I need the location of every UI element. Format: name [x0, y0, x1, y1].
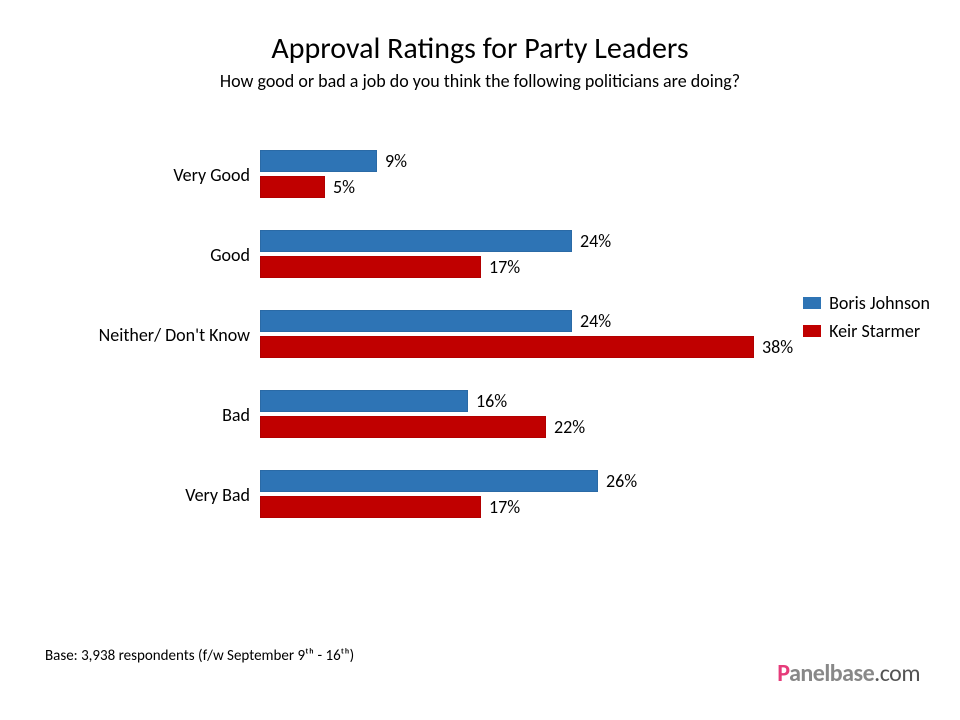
panelbase-logo: Panelbase.com [777, 659, 920, 688]
bar [260, 230, 572, 252]
bar [260, 336, 754, 358]
category-label: Good [60, 244, 250, 266]
category-row: Bad 16% 22% [60, 390, 900, 470]
legend-label: Keir Starmer [829, 320, 920, 342]
bar [260, 256, 481, 278]
approval-chart: Very Good 9% 5% Good 24% 17% Neither/ Don't Kn… [60, 140, 900, 600]
legend-item: Boris Johnson [803, 292, 930, 314]
bar-value-label: 17% [489, 496, 520, 518]
category-label: Neither/ Don't Know [60, 324, 250, 346]
chart-subtitle: How good or bad a job do you think the f… [0, 70, 960, 92]
bar-value-label: 38% [762, 336, 793, 358]
category-row: Neither/ Don't Know 24% 38% [60, 310, 900, 390]
slide: Approval Ratings for Party Leaders How g… [0, 0, 960, 720]
category-label: Bad [60, 404, 250, 426]
logo-com: .com [874, 659, 920, 688]
bar [260, 150, 377, 172]
bar [260, 176, 325, 198]
bar-value-label: 5% [333, 176, 355, 198]
legend-swatch [803, 325, 821, 337]
category-label: Very Good [60, 164, 250, 186]
bar [260, 416, 546, 438]
bar-value-label: 17% [489, 256, 520, 278]
legend-label: Boris Johnson [829, 292, 930, 314]
chart-title: Approval Ratings for Party Leaders [0, 30, 960, 67]
bar-value-label: 24% [580, 310, 611, 332]
legend: Boris Johnson Keir Starmer [803, 286, 930, 348]
bar-value-label: 24% [580, 230, 611, 252]
category-row: Good 24% 17% [60, 230, 900, 310]
bar-value-label: 26% [606, 470, 637, 492]
legend-item: Keir Starmer [803, 320, 930, 342]
category-row: Very Good 9% 5% [60, 150, 900, 230]
logo-text: anelbase [789, 659, 874, 688]
category-row: Very Bad 26% 17% [60, 470, 900, 550]
bar [260, 496, 481, 518]
bar-value-label: 16% [476, 390, 507, 412]
logo-p: P [777, 659, 789, 688]
legend-swatch [803, 297, 821, 309]
bar [260, 310, 572, 332]
bar-value-label: 22% [554, 416, 585, 438]
bar [260, 390, 468, 412]
bar-value-label: 9% [385, 150, 407, 172]
category-label: Very Bad [60, 484, 250, 506]
bar [260, 470, 598, 492]
base-note: Base: 3,938 respondents (f/w September 9… [45, 647, 354, 665]
